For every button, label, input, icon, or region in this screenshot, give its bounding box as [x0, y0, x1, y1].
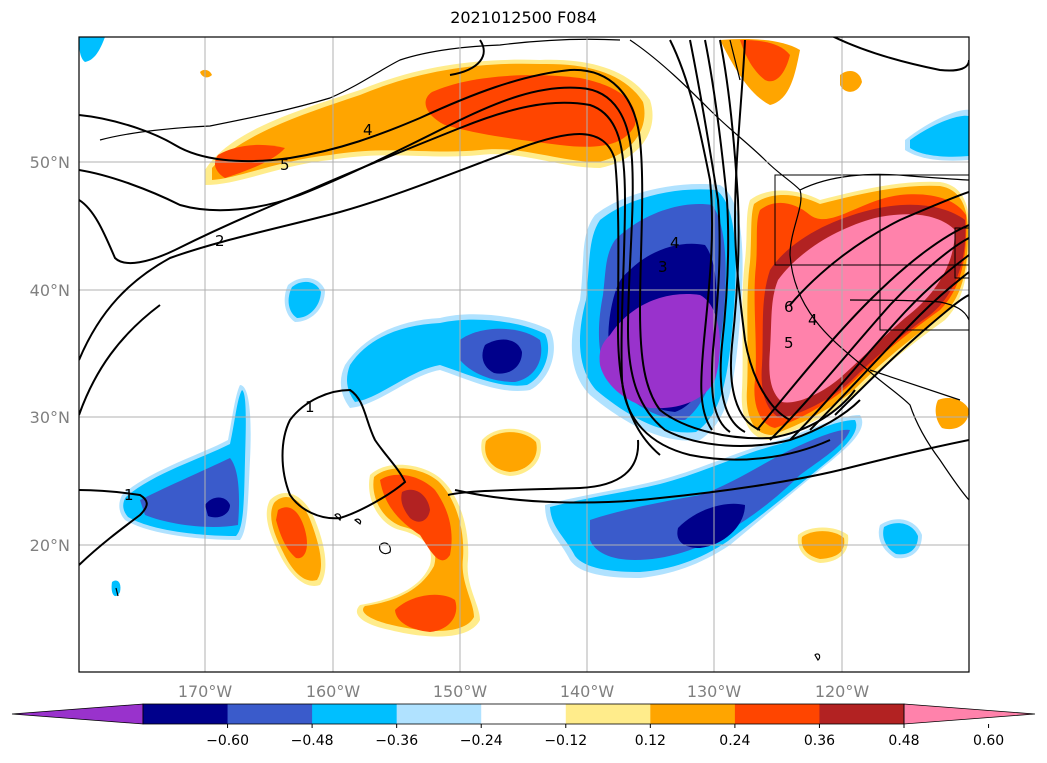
lat-label: 30°N	[30, 408, 70, 427]
colorbar-bin	[396, 704, 482, 724]
latitude-labels: 50°N 40°N 30°N 20°N	[30, 153, 70, 555]
lon-label: 170°W	[178, 682, 233, 701]
plot-frame	[78, 36, 970, 673]
lat-label: 20°N	[30, 536, 70, 555]
colorbar-tick-label: 0.12	[635, 733, 666, 749]
longitude-labels: 170°W 160°W 150°W 140°W 130°W 120°W	[178, 682, 870, 701]
colorbar-tick-label: 0.24	[719, 733, 750, 749]
colorbar-tick-label: −0.36	[375, 733, 418, 749]
contour-label: 1	[305, 398, 315, 416]
contour-label: 4	[363, 121, 373, 139]
lat-label: 50°N	[30, 153, 70, 172]
lon-label: 150°W	[433, 682, 488, 701]
lon-label: 140°W	[560, 682, 615, 701]
colorbar-bin	[565, 704, 651, 724]
contour-label: 6	[784, 298, 794, 316]
height-contours	[79, 37, 969, 566]
contour-label: 1	[124, 486, 134, 504]
contour-label: 5	[784, 334, 794, 352]
colorbar-bin	[481, 704, 567, 724]
colorbar-tick-label: 0.48	[888, 733, 919, 749]
colorbar-bin	[650, 704, 736, 724]
colorbar-extend-min	[11, 703, 144, 725]
colorbar-tick-label: −0.60	[206, 733, 249, 749]
colorbar-bin	[227, 704, 313, 724]
contour-label-group: 4 5 2 1 1 4 3 6 5 4	[124, 121, 818, 504]
contour-label: 4	[808, 311, 818, 329]
contour-label: 2	[215, 232, 225, 250]
colorbar-bin	[734, 704, 820, 724]
colorbar-bin	[819, 704, 905, 724]
contour-label: 5	[280, 156, 290, 174]
gridlines	[79, 37, 969, 672]
lon-label: 130°W	[687, 682, 742, 701]
contour-label: 3	[658, 258, 668, 276]
colorbar-bin	[312, 704, 398, 724]
colorbar-tick-label: −0.48	[291, 733, 334, 749]
colorbar-frame	[142, 703, 905, 725]
colorbar: −0.60 −0.48 −0.36 −0.24 −0.12 0.12 0.24 0.36 0.4…	[11, 703, 1036, 749]
coastlines	[99, 38, 969, 661]
colorbar-tick-label: −0.24	[460, 733, 503, 749]
lon-label: 160°W	[306, 682, 361, 701]
lon-label: 120°W	[815, 682, 870, 701]
colorbar-extend-max	[903, 703, 1036, 725]
lat-label: 40°N	[30, 281, 70, 300]
colorbar-tick-label: 0.36	[804, 733, 835, 749]
colorbar-bin	[143, 704, 229, 724]
colorbar-tick-label: 0.60	[973, 733, 1004, 749]
colorbar-tick-label: −0.12	[544, 733, 587, 749]
map-title: 2021012500 F084	[450, 8, 597, 27]
contour-label: 4	[670, 234, 680, 252]
